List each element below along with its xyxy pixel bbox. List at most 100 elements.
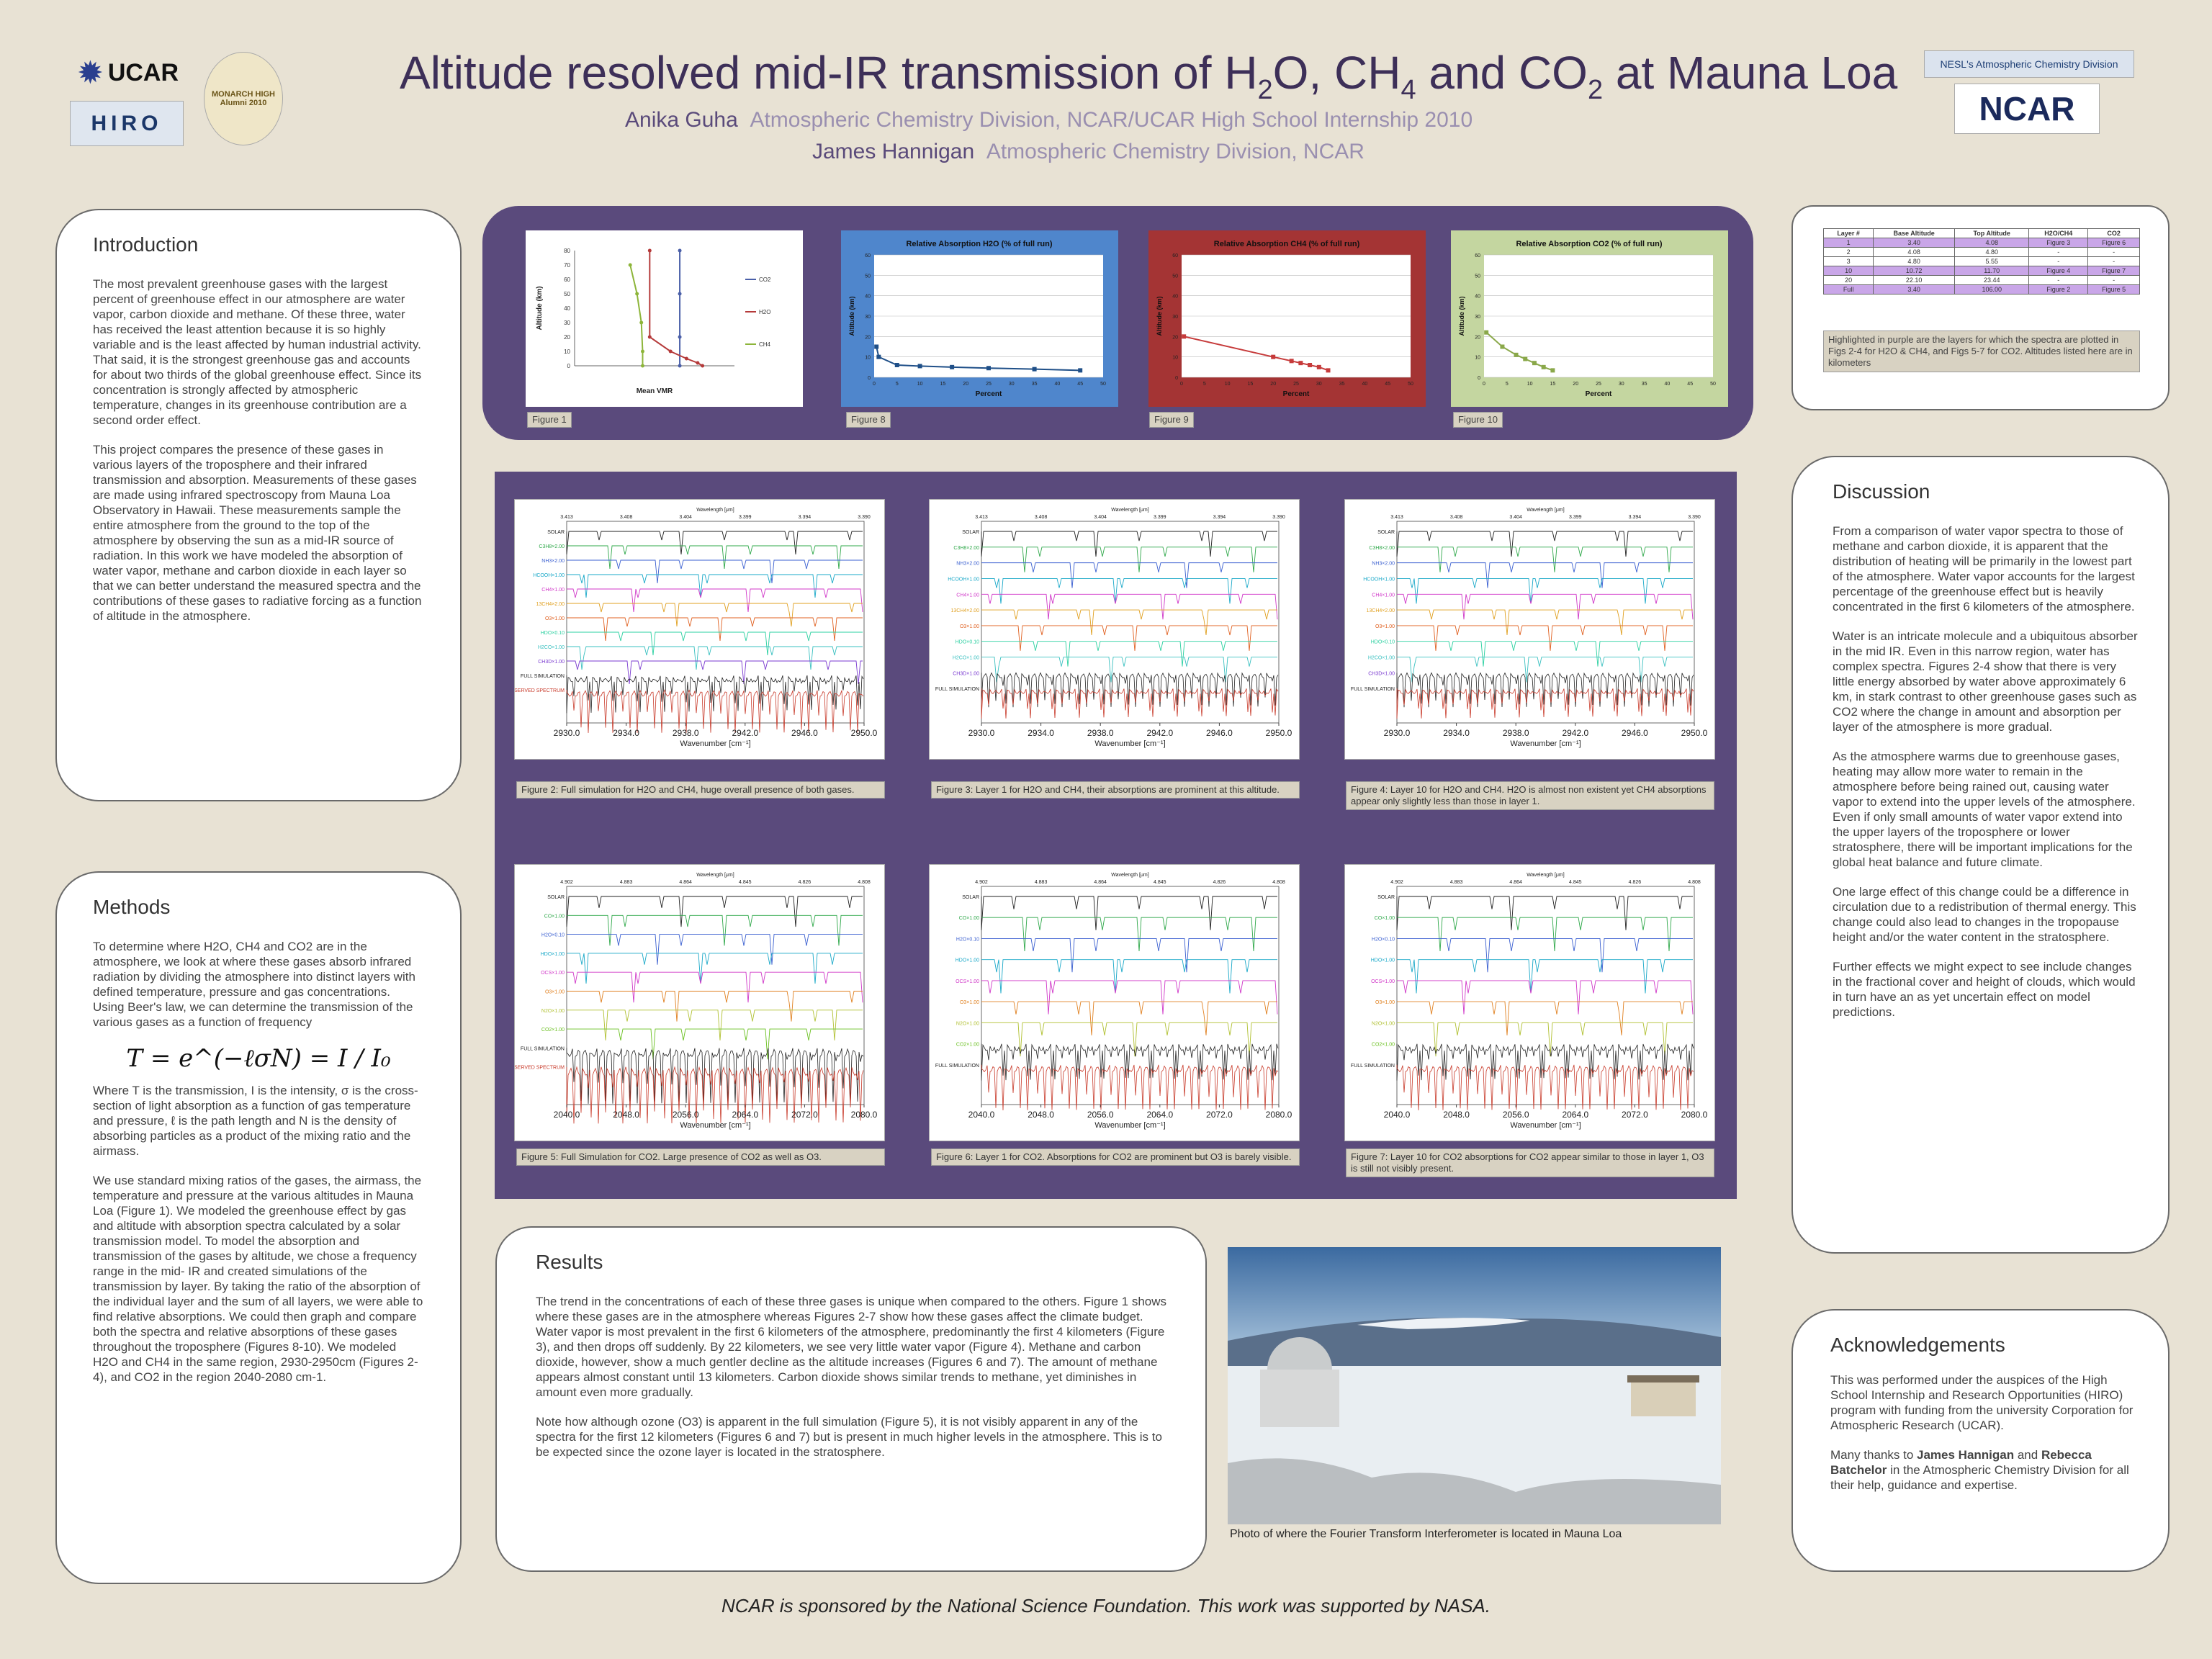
spectrum-row-trace bbox=[567, 545, 863, 570]
figure-5-caption: Figure 5: Full Simulation for CO2. Large… bbox=[516, 1148, 885, 1166]
y-axis-label: Altitude (km) bbox=[848, 296, 855, 336]
wavelength-tick-label: 3.408 bbox=[1035, 515, 1048, 520]
hiro-logo-text: HIRO bbox=[91, 111, 163, 135]
spectrum-row-trace bbox=[1397, 1001, 1693, 1035]
ack-text: Many thanks to bbox=[1830, 1448, 1917, 1462]
figure-9-ch4-chart: 0 10 20 30 40 50 60 0 5 10 15 20 25 30 35 40 45 50 Relativ… bbox=[1148, 230, 1426, 407]
x-tick-label: 2080.0 bbox=[1266, 1110, 1292, 1120]
spectrum-row-trace bbox=[567, 617, 863, 642]
wavelength-tick-label: 3.413 bbox=[560, 515, 573, 520]
x-tick-label: 2064.0 bbox=[732, 1110, 758, 1120]
x-tick-label: 50 bbox=[1408, 382, 1413, 387]
data-point bbox=[1289, 359, 1294, 364]
photo-hut bbox=[1631, 1380, 1696, 1416]
figure-2-caption: Figure 2: Full simulation for H2O and CH… bbox=[516, 781, 885, 799]
spectrum-background bbox=[515, 500, 884, 759]
layer-table-row: 1 3.40 4.08 Figure 3 Figure 6 bbox=[1822, 238, 2140, 248]
ncar-logo: NCAR bbox=[1954, 84, 2100, 134]
y-tick-label: 40 bbox=[564, 305, 570, 312]
spectrum-row-trace bbox=[981, 1022, 1277, 1057]
spectrum-row-trace bbox=[567, 588, 863, 613]
spectrum-row-label: CO×1.00 bbox=[959, 916, 979, 921]
spectrum-row-label: HCOOH×1.00 bbox=[533, 573, 565, 578]
author-line-1: Anika Guha Atmospheric Chemistry Divisio… bbox=[625, 108, 1473, 132]
y-tick-label: 10 bbox=[564, 349, 570, 355]
wavelength-tick-label: 4.902 bbox=[560, 880, 573, 885]
y-tick-label: 10 bbox=[1172, 356, 1178, 361]
acknowledgements-heading: Acknowledgements bbox=[1830, 1334, 2005, 1356]
spectrum-row-label: CO2×1.00 bbox=[541, 1028, 565, 1033]
x-tick-label: 0 bbox=[1180, 382, 1183, 387]
spectrum-row-trace bbox=[567, 559, 863, 584]
wavelength-tick-label: 4.883 bbox=[1450, 880, 1463, 885]
spectrum-row-trace bbox=[1397, 917, 1693, 952]
layer-table-cell: - bbox=[2028, 247, 2089, 257]
spectrum-simulation-trace bbox=[981, 688, 1279, 719]
x-tick-label: 2064.0 bbox=[1562, 1110, 1588, 1120]
figure-8-label: Figure 8 bbox=[846, 412, 891, 428]
data-point bbox=[1484, 330, 1489, 335]
spectrum-row-trace bbox=[981, 896, 1277, 930]
data-point bbox=[628, 263, 632, 267]
spectrum-row-label: SOLAR bbox=[1377, 895, 1395, 900]
data-point bbox=[647, 335, 652, 339]
chart-title: Relative Absorption H2O (% of full run) bbox=[906, 240, 1052, 248]
x-tick-label: 2072.0 bbox=[1622, 1110, 1648, 1120]
layer-table-cell: 4.08 bbox=[1954, 238, 2030, 248]
data-point bbox=[874, 344, 879, 349]
data-point bbox=[1308, 363, 1313, 367]
legend-label: CH4 bbox=[759, 341, 771, 348]
x-tick-label: 2950.0 bbox=[851, 728, 878, 738]
figure-9-label: Figure 9 bbox=[1149, 412, 1194, 428]
figure-3-spectrum: SOLAR C3H8×2.00 NH3×2.00 HCOOH×1.00 CH4×1.00… bbox=[929, 499, 1300, 760]
spectrum-row-label: N2O×1.00 bbox=[1372, 1021, 1395, 1026]
figure-5-spectrum: SOLAR CO×1.00 H2O×0.10 HDO×1.00 OCS×1.00 O3×1… bbox=[514, 864, 885, 1141]
spectrum-row-trace bbox=[567, 1028, 863, 1060]
wavelength-tick-label: 4.808 bbox=[858, 880, 871, 885]
y-tick-label: 20 bbox=[1172, 335, 1178, 340]
wavelength-axis-label: Wavelength [μm] bbox=[696, 508, 734, 513]
spectrum-row-label: H2CO×1.00 bbox=[953, 656, 979, 661]
x-tick-label: 2048.0 bbox=[1443, 1110, 1470, 1120]
wavelength-tick-label: 4.845 bbox=[739, 880, 752, 885]
discussion-panel: Discussion From a comparison of water va… bbox=[1791, 456, 2170, 1254]
data-point bbox=[986, 366, 991, 371]
x-tick-label: 2942.0 bbox=[1562, 728, 1588, 738]
spectrum-simulation-trace bbox=[566, 1066, 864, 1124]
figure-2-spectrum: SOLAR C3H8×2.00 NH3×2.00 HCOOH×1.00 CH4×1.00… bbox=[514, 499, 885, 760]
x-tick-label: 45 bbox=[1687, 382, 1693, 387]
acd-logo: NESL's Atmospheric Chemistry Division bbox=[1924, 50, 2134, 78]
y-tick-label: 30 bbox=[865, 315, 871, 320]
title-subscript: 4 bbox=[1401, 74, 1416, 105]
x-tick-label: 2056.0 bbox=[1087, 1110, 1114, 1120]
spectrum-row-label: 13CH4×2.00 bbox=[536, 602, 565, 607]
spectrum-row-label: H2CO×1.00 bbox=[1368, 656, 1395, 661]
x-tick-label: 2930.0 bbox=[554, 728, 580, 738]
layer-table-cell: 3 bbox=[1822, 256, 1874, 266]
spectrum-row-label: NH3×2.00 bbox=[541, 559, 565, 564]
layer-table-cell: 22.10 bbox=[1873, 275, 1956, 285]
x-tick-label: 2040.0 bbox=[1384, 1110, 1411, 1120]
spectrum-row-trace bbox=[566, 531, 863, 555]
photo-observatory-dome bbox=[1267, 1337, 1332, 1370]
x-tick-label: 2946.0 bbox=[791, 728, 818, 738]
x-tick-label: 2056.0 bbox=[673, 1110, 699, 1120]
x-tick-label: 2938.0 bbox=[1503, 728, 1529, 738]
wavelength-tick-label: 3.404 bbox=[679, 515, 692, 520]
x-tick-label: 2946.0 bbox=[1622, 728, 1648, 738]
x-tick-label: 2048.0 bbox=[1028, 1110, 1054, 1120]
spectrum-row-trace bbox=[567, 1010, 863, 1040]
title-subscript: 2 bbox=[1587, 74, 1604, 105]
x-tick-label: 2930.0 bbox=[1384, 728, 1411, 738]
y-tick-label: 0 bbox=[567, 363, 571, 369]
spectrum-row-trace bbox=[1397, 657, 1693, 683]
layer-table-header: Layer # Base Altitude Top Altitude H2O/CH4 C… bbox=[1822, 228, 2140, 238]
wavelength-tick-label: 4.883 bbox=[1035, 880, 1048, 885]
introduction-paragraph: The most prevalent greenhouse gases with… bbox=[93, 277, 422, 427]
acd-logo-text: NESL's Atmospheric Chemistry Division bbox=[1940, 58, 2118, 70]
data-point bbox=[678, 364, 682, 368]
x-tick-label: 10 bbox=[1225, 382, 1231, 387]
spectrum-row-label: FULL SIMULATION bbox=[935, 1064, 979, 1069]
spectrum-frame bbox=[566, 886, 865, 1105]
layer-table-cell: Figure 3 bbox=[2028, 238, 2089, 248]
